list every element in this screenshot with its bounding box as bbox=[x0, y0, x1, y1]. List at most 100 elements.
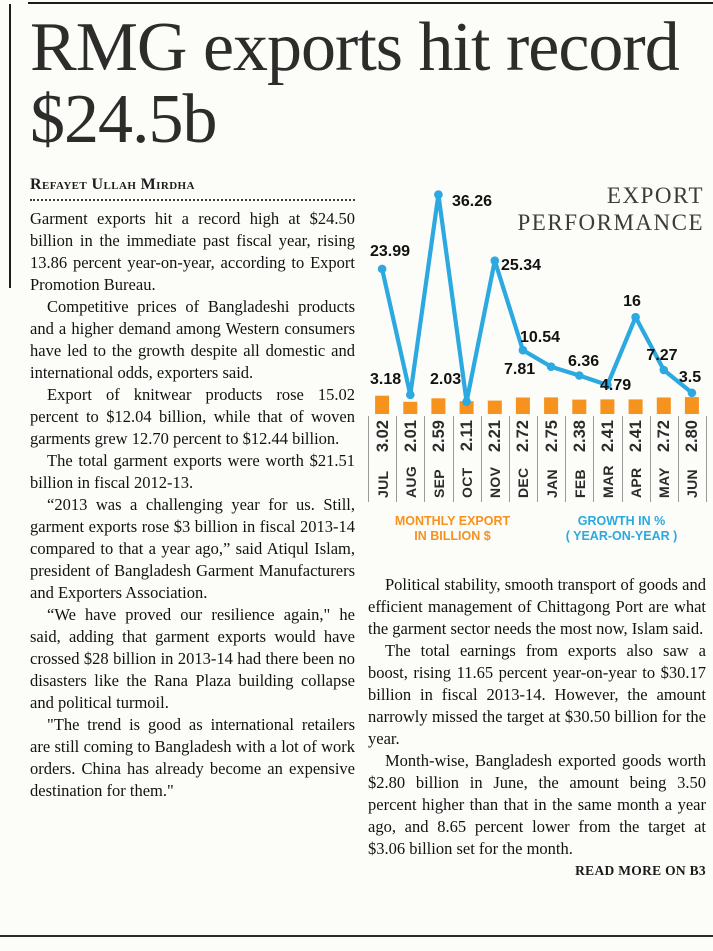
month-label: OCT bbox=[459, 467, 476, 498]
growth-point bbox=[518, 345, 528, 355]
chart-legend: MONTHLY EXPORT IN BILLION $ GROWTH IN % … bbox=[368, 514, 706, 544]
bar-value-label: 2.01 bbox=[401, 420, 420, 453]
growth-point bbox=[377, 264, 387, 274]
month-label: JAN bbox=[543, 469, 560, 498]
paragraph: Political stability, smooth transport of… bbox=[368, 575, 706, 638]
right-column-paragraphs: Political stability, smooth transport of… bbox=[368, 574, 706, 860]
month-cell: APR 2.41 bbox=[621, 416, 650, 502]
export-bar bbox=[684, 397, 699, 414]
chart-title-line2: PERFORMANCE bbox=[517, 210, 704, 235]
bottom-rule bbox=[0, 935, 713, 937]
article: RMG exports hit record $24.5b Refayet Ul… bbox=[30, 12, 707, 879]
month-cell: JAN 2.75 bbox=[537, 416, 565, 502]
paragraph: “We have proved our resilience again," h… bbox=[30, 605, 355, 712]
byline: Refayet Ullah Mirdha bbox=[30, 176, 195, 193]
month-cell: MAY 2.72 bbox=[649, 416, 678, 502]
growth-value-label: 10.54 bbox=[520, 329, 560, 346]
paragraph: Export of knitwear products rose 15.02 p… bbox=[30, 385, 355, 448]
bar-value-label: 2.11 bbox=[457, 420, 476, 452]
bar-value-label: 2.41 bbox=[626, 420, 645, 453]
growth-value-label: 7.81 bbox=[504, 361, 535, 378]
growth-point bbox=[603, 380, 612, 390]
month-label: MAR bbox=[599, 465, 616, 498]
growth-value-label: 3.18 bbox=[370, 371, 401, 388]
bar-value-label: 2.72 bbox=[513, 420, 532, 453]
export-bar bbox=[431, 398, 446, 414]
legend-bar-line2: IN BILLION $ bbox=[414, 529, 491, 543]
month-label: JUN bbox=[684, 469, 701, 498]
growth-point bbox=[434, 190, 443, 199]
paragraph: Garment exports hit a record high at $24… bbox=[30, 209, 355, 294]
month-strip: JUL 3.02 AUG 2.01 SEP 2.59 OCT 2.11 NOV 2.21 DEC 2.… bbox=[368, 416, 707, 502]
export-bar bbox=[572, 399, 587, 414]
export-chart-svg: 23.99 3.18 36.26 2.03 25.34 10.54 7.81 6.364.79… bbox=[370, 190, 701, 414]
byline-divider bbox=[30, 199, 355, 201]
bar-value-label: 2.75 bbox=[542, 420, 561, 453]
growth-value-label: 2.03 bbox=[430, 371, 461, 388]
month-cell: NOV 2.21 bbox=[480, 416, 509, 502]
left-column-paragraphs: Garment exports hit a record high at $24… bbox=[30, 208, 355, 802]
bar-value-label: 2.80 bbox=[682, 420, 701, 453]
growth-point bbox=[490, 256, 500, 265]
export-bar bbox=[600, 399, 615, 414]
growth-point bbox=[406, 390, 415, 400]
growth-value-label: 6.36 bbox=[568, 353, 599, 370]
bar-value-label: 2.21 bbox=[485, 420, 504, 453]
month-label: DEC bbox=[515, 467, 532, 498]
growth-value-label: 4.79 bbox=[600, 377, 631, 394]
growth-value-label: 25.34 bbox=[501, 257, 541, 274]
left-column-rule bbox=[9, 4, 11, 288]
legend-line-line1: GROWTH IN % bbox=[577, 514, 666, 528]
export-bar bbox=[628, 399, 643, 414]
month-cell: DEC 2.72 bbox=[508, 416, 537, 502]
bar-value-label: 2.41 bbox=[598, 420, 617, 453]
paragraph: “2013 was a challenging year for us. Sti… bbox=[30, 495, 355, 602]
legend-bar-line1: MONTHLY EXPORT bbox=[394, 514, 511, 528]
month-label: AUG bbox=[402, 465, 419, 498]
month-cell: JUN 2.80 bbox=[677, 416, 706, 502]
month-label: NOV bbox=[487, 466, 504, 498]
export-bar bbox=[487, 400, 502, 414]
month-cell: JUL 3.02 bbox=[368, 416, 396, 502]
growth-point bbox=[575, 371, 584, 380]
export-bar bbox=[515, 397, 530, 414]
growth-value-label: 16 bbox=[623, 293, 641, 310]
right-column: EXPORT PERFORMANCE 23.99 3.18 36.26 2.03 25.… bbox=[368, 168, 707, 879]
month-label: JUL bbox=[374, 470, 391, 498]
growth-point bbox=[659, 365, 669, 375]
growth-point bbox=[631, 312, 640, 322]
export-bar bbox=[544, 397, 559, 414]
bar-value-label: 2.38 bbox=[570, 420, 589, 453]
paragraph: Month-wise, Bangladesh exported goods wo… bbox=[368, 751, 706, 858]
paragraph: The total earnings from exports also saw… bbox=[368, 641, 706, 748]
month-cell: AUG 2.01 bbox=[396, 416, 424, 502]
legend-growth: GROWTH IN % ( YEAR-ON-YEAR ) bbox=[537, 514, 706, 544]
month-cell: MAR 2.41 bbox=[593, 416, 621, 502]
export-bar bbox=[375, 395, 390, 414]
growth-point bbox=[546, 362, 556, 371]
legend-monthly-export: MONTHLY EXPORT IN BILLION $ bbox=[368, 514, 537, 544]
growth-value-label: 7.27 bbox=[646, 347, 677, 364]
paragraph: The total garment exports were worth $21… bbox=[30, 451, 355, 492]
export-performance-chart: EXPORT PERFORMANCE 23.99 3.18 36.26 2.03 25.… bbox=[368, 180, 707, 544]
chart-title-line1: EXPORT bbox=[606, 183, 704, 208]
growth-value-label: 23.99 bbox=[370, 243, 410, 260]
export-bar bbox=[656, 397, 671, 414]
month-cell: OCT 2.11 bbox=[452, 416, 481, 502]
bar-value-label: 2.72 bbox=[654, 420, 673, 453]
growth-point bbox=[687, 388, 697, 398]
month-label: MAY bbox=[656, 467, 673, 498]
month-label: FEB bbox=[571, 469, 588, 498]
bar-value-label: 3.02 bbox=[373, 420, 392, 453]
growth-value-label: 3.5 bbox=[679, 369, 701, 386]
left-column: Refayet Ullah Mirdha Garment exports hit… bbox=[30, 168, 355, 879]
read-more: READ MORE ON B3 bbox=[575, 863, 706, 878]
paragraph: Competitive prices of Bangladeshi produc… bbox=[30, 297, 355, 382]
growth-point bbox=[462, 397, 471, 406]
month-cell: FEB 2.38 bbox=[565, 416, 593, 502]
export-bar bbox=[459, 401, 474, 414]
columns: Refayet Ullah Mirdha Garment exports hit… bbox=[30, 168, 707, 879]
export-bar bbox=[403, 401, 418, 414]
growth-line bbox=[380, 192, 694, 404]
